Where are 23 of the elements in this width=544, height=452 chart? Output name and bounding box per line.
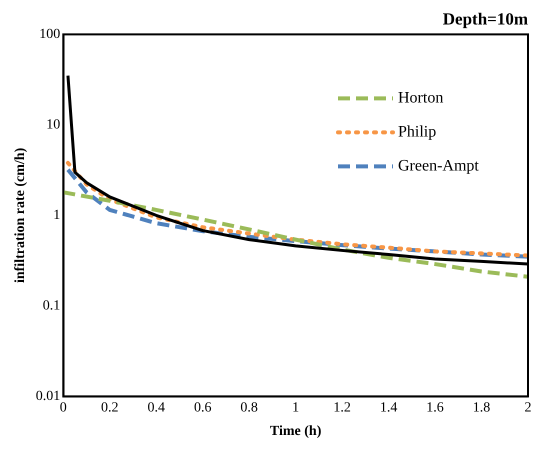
x-tick-label: 0 — [60, 400, 67, 416]
y-axis-title: infiltration rate (cm/h) — [13, 147, 28, 284]
y-tick-label: 1 — [53, 208, 60, 224]
x-tick-label: 0.6 — [194, 400, 212, 416]
y-tick-label: 0.1 — [42, 298, 60, 314]
x-tick-label: 2 — [524, 400, 532, 416]
legend-label: Philip — [398, 124, 436, 141]
x-tick-label: 1.2 — [333, 400, 351, 416]
chart-title: Depth=10m — [442, 10, 528, 29]
legend-label: Horton — [398, 90, 444, 107]
x-tick-label: 1.6 — [426, 400, 444, 416]
x-tick-label: 1 — [292, 400, 300, 416]
line-series — [63, 190, 528, 279]
x-axis-title: Time (h) — [270, 424, 322, 440]
x-tick-label: 1.4 — [380, 400, 398, 416]
y-tick-label: 100 — [39, 27, 60, 42]
legend-label: Green-Ampt — [398, 158, 480, 175]
x-tick-label: 0.2 — [101, 400, 119, 416]
x-tick-label: 0.4 — [147, 400, 165, 416]
y-tick-label: 0.01 — [36, 389, 60, 404]
y-tick-label: 10 — [46, 118, 60, 133]
x-tick-label: 1.8 — [472, 400, 490, 416]
x-tick-label: 0.8 — [240, 400, 258, 416]
